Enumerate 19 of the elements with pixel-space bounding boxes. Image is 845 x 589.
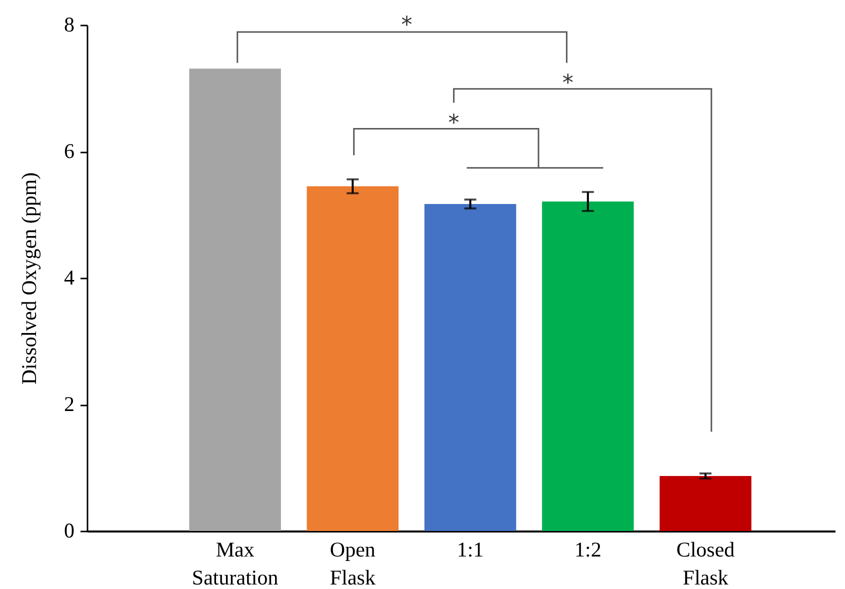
y-tick-label: 0 — [64, 518, 74, 542]
y-tick-label: 4 — [64, 266, 75, 290]
x-tick-label: Closed Flask — [676, 538, 736, 589]
bar — [189, 68, 281, 531]
annotation: * — [448, 111, 460, 136]
bar — [424, 204, 516, 531]
bar — [542, 201, 634, 531]
y-tick-label: 6 — [64, 139, 74, 163]
bar — [660, 476, 752, 531]
x-tick-label: Open Flask — [330, 538, 376, 589]
x-tick-label: 1:1 — [456, 538, 484, 562]
bar — [306, 186, 399, 531]
y-tick-label: 8 — [64, 12, 74, 36]
y-tick-label: 2 — [64, 392, 74, 416]
x-tick-label: Max Saturation — [192, 538, 279, 589]
x-tick-label: 1:2 — [574, 538, 602, 562]
annotation: * — [401, 12, 412, 38]
y-axis-title: Dissolved Oxygen (ppm) — [17, 172, 41, 385]
annotation: * — [562, 71, 574, 96]
